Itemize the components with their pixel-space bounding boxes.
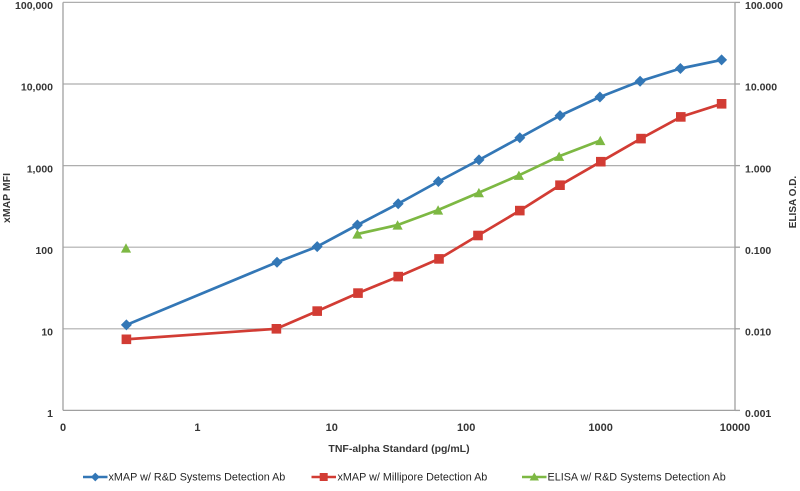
svg-text:xMAP w/ Millipore Detection Ab: xMAP w/ Millipore Detection Ab [338,472,488,484]
svg-text:1,000: 1,000 [27,163,53,175]
svg-text:10.000: 10.000 [745,82,777,94]
svg-text:0.100: 0.100 [745,245,771,257]
svg-text:100.000: 100.000 [745,0,783,12]
svg-text:100: 100 [457,422,475,434]
svg-text:10: 10 [41,327,53,339]
svg-text:100,000: 100,000 [15,0,53,12]
svg-text:xMAP MFI: xMAP MFI [1,173,13,223]
svg-text:1: 1 [47,408,53,420]
svg-text:10: 10 [326,422,338,434]
svg-text:1000: 1000 [588,422,612,434]
svg-text:0.010: 0.010 [745,327,771,339]
svg-text:10,000: 10,000 [21,82,53,94]
svg-text:0: 0 [60,422,66,434]
svg-text:0.001: 0.001 [745,408,771,420]
svg-text:100: 100 [35,245,53,257]
svg-text:xMAP w/ R&D Systems Detection: xMAP w/ R&D Systems Detection Ab [109,472,286,484]
svg-text:ELISA O.D.: ELISA O.D. [788,176,799,229]
svg-text:10000: 10000 [720,422,751,434]
svg-text:1: 1 [194,422,200,434]
svg-text:TNF-alpha Standard (pg/mL): TNF-alpha Standard (pg/mL) [328,443,469,455]
svg-text:1.000: 1.000 [745,163,771,175]
svg-text:ELISA w/ R&D Systems Detection: ELISA w/ R&D Systems Detection Ab [548,472,726,484]
